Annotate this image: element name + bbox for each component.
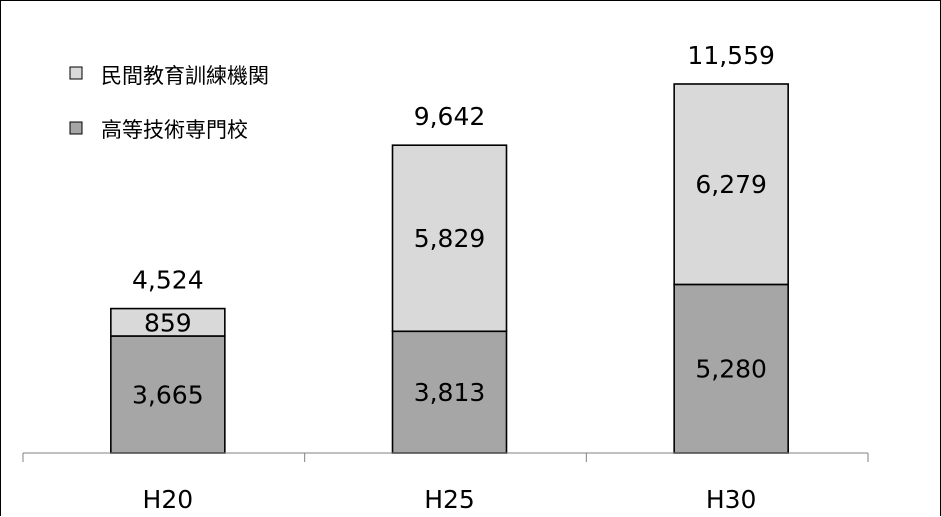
total-label-H20: 4,524	[132, 266, 204, 295]
x-tick-label-H25: H25	[424, 485, 475, 514]
total-label-H30: 11,559	[687, 41, 774, 70]
data-label-public-H25: 3,813	[414, 378, 486, 407]
total-label-H25: 9,642	[414, 102, 486, 131]
x-tick-label-H20: H20	[143, 485, 194, 514]
data-label-public-H30: 5,280	[695, 355, 767, 384]
bar-segment-private-H25	[391, 144, 508, 333]
legend-label-public: 高等技術専門校	[101, 118, 248, 142]
legend: 民間教育訓練機関 高等技術専門校	[69, 64, 269, 142]
bars-group: 3,665 859 4,524 3,813 5,829 9,642 5,280 6,279 11…	[110, 41, 789, 454]
bar-segment-public-H20	[110, 335, 226, 454]
legend-swatch-public	[69, 121, 83, 135]
data-label-public-H20: 3,665	[132, 381, 204, 410]
bar-segment-private-H20	[110, 307, 226, 337]
legend-label-private: 民間教育訓練機関	[101, 64, 269, 88]
bar-segment-public-H30	[673, 283, 789, 454]
x-axis: H20 H25 H30	[22, 452, 869, 514]
legend-swatch-private	[69, 66, 83, 80]
bar-segment-private-H30	[673, 83, 789, 286]
data-label-private-H25: 5,829	[414, 224, 486, 253]
data-label-private-H20: 859	[144, 308, 192, 337]
x-tick-label-H30: H30	[706, 485, 757, 514]
data-label-private-H30: 6,279	[695, 170, 767, 199]
